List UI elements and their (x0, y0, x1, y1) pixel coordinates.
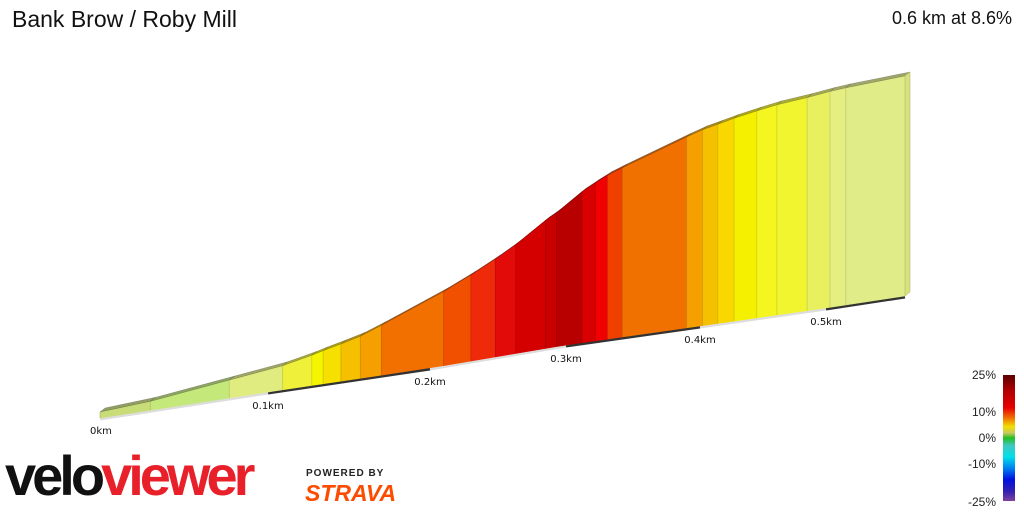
profile-segment (702, 124, 718, 326)
profile-top-shade (495, 240, 521, 260)
distance-bar-segment (429, 344, 567, 371)
legend-label: 25% (971, 368, 996, 382)
x-tick-label: 0.3km (550, 354, 581, 365)
profile-segment (495, 244, 516, 358)
profile-top-shade (100, 397, 156, 412)
profile-top-shade (556, 187, 588, 213)
profile-top-shade (443, 271, 476, 292)
profile-segment (470, 258, 496, 362)
profile-top-shade (717, 114, 740, 125)
profile-top-shade (686, 125, 708, 137)
profile-top-shade (622, 132, 692, 168)
profile-top-shade (582, 178, 601, 192)
profile-top-shade (229, 361, 288, 381)
distance-bar-segment (565, 325, 701, 348)
profile-top-shade (150, 376, 235, 402)
gradient-legend-bar (1003, 375, 1015, 501)
distance-bar-segment (99, 391, 269, 421)
profile-segment (595, 174, 608, 342)
distance-bar-segment (825, 295, 906, 311)
profile-segment (829, 87, 846, 308)
veloviewer-logo: veloviewer (5, 444, 255, 507)
profile-end-face (904, 71, 911, 297)
distance-bar-segment (699, 307, 827, 329)
profile-top-shade (607, 163, 628, 176)
legend-label: 10% (971, 405, 996, 419)
x-tick-label: 0.1km (252, 401, 283, 412)
profile-segment (311, 350, 324, 386)
profile-segment (717, 117, 735, 324)
profile-segment (776, 97, 808, 316)
profile-top-shade (381, 287, 449, 326)
powered-by-label: POWERED BY (306, 468, 385, 479)
profile-top-shade (829, 83, 851, 92)
profile-top-shade (756, 100, 782, 111)
profile-segment (622, 136, 687, 338)
x-tick-label: 0.2km (414, 377, 445, 388)
climb-stat: 0.6 km at 8.6% (891, 8, 1012, 28)
profile-top-shade (311, 346, 329, 356)
profile-top-shade (282, 351, 317, 366)
profile-segment (581, 182, 596, 344)
distance-bar-segment (267, 367, 431, 395)
profile-top-shade (515, 216, 551, 245)
legend-label: 0% (978, 431, 996, 445)
climb-title: Bank Brow / Roby Mill (12, 6, 237, 32)
profile-top-shade (323, 340, 346, 351)
strava-logo: STRAVA (305, 480, 397, 506)
profile-segment (515, 219, 546, 354)
profile-top-shade (360, 321, 387, 337)
profile-top-shade (470, 255, 501, 276)
profile-segment (845, 75, 906, 306)
profile-top-shade (807, 87, 835, 98)
profile-top-shade (776, 93, 813, 105)
profile-segment (686, 129, 703, 329)
legend-label: -10% (967, 457, 996, 471)
profile-top-shade (734, 107, 762, 119)
x-tick-label: 0.5km (810, 317, 841, 328)
profile-segment (381, 291, 444, 376)
legend-label: -25% (967, 495, 996, 509)
profile-top-shade (702, 120, 723, 130)
x-tick-label: 0km (90, 426, 112, 437)
profile-segment (607, 167, 623, 340)
profile-segment (733, 110, 757, 322)
profile-segment (756, 104, 778, 319)
profile-top-shade (595, 171, 613, 183)
profile-segment (545, 212, 557, 349)
profile-top-shade (845, 71, 910, 88)
profile-segment (806, 91, 831, 311)
profile-segment (556, 191, 583, 347)
profile-top-shade (340, 332, 366, 345)
x-tick-label: 0.4km (684, 335, 715, 346)
